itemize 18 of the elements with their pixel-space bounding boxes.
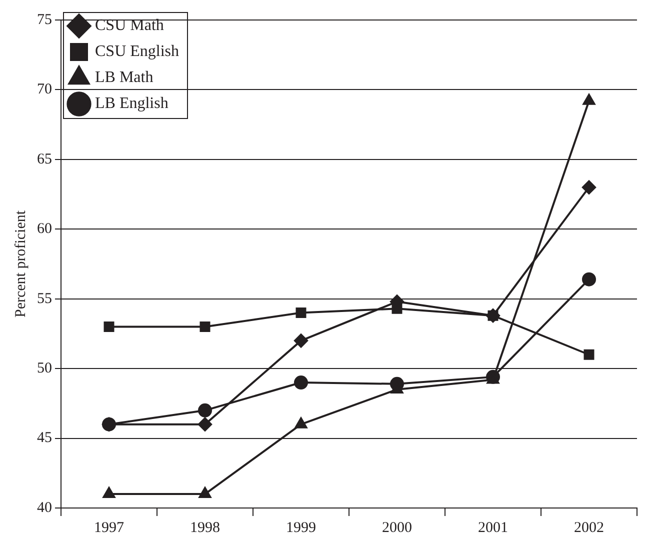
y-tick-label: 70 bbox=[37, 82, 52, 98]
legend-label: LB Math bbox=[95, 69, 154, 86]
x-tick-label: 1999 bbox=[286, 520, 316, 536]
legend-label: LB English bbox=[95, 95, 168, 112]
y-tick-label: 65 bbox=[37, 151, 52, 168]
x-tick-label: 2000 bbox=[382, 520, 412, 536]
y-tick-label: 60 bbox=[37, 221, 52, 238]
legend-label: CSU English bbox=[95, 43, 180, 60]
y-axis-title: Percent proficient bbox=[12, 210, 29, 318]
y-tick-label: 50 bbox=[37, 360, 52, 377]
x-tick-label: 1997 bbox=[94, 520, 124, 536]
x-tick-label: 2001 bbox=[478, 520, 508, 536]
x-tick-label: 2002 bbox=[574, 520, 604, 536]
y-tick-label: 55 bbox=[37, 290, 52, 307]
x-tick-label: 1998 bbox=[190, 520, 220, 536]
y-tick-label: 40 bbox=[37, 500, 52, 516]
y-tick-label: 45 bbox=[37, 430, 52, 446]
y-tick-label: 75 bbox=[37, 12, 52, 28]
